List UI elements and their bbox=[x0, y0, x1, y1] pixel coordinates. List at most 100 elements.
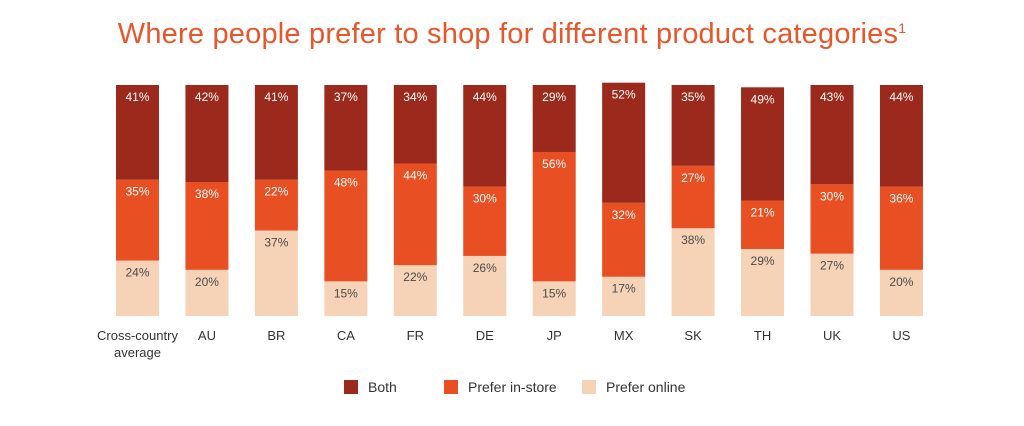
x-tick-label: Cross-country bbox=[97, 328, 178, 343]
data-label: 41% bbox=[264, 90, 288, 104]
data-label: 38% bbox=[681, 233, 705, 247]
data-label: 36% bbox=[889, 192, 913, 206]
stacked-bar-chart: 24% 35% 41% Cross-country average 20% 38% 42% AU… bbox=[97, 82, 923, 360]
bar-segment-both bbox=[532, 85, 576, 152]
x-tick-label: DE bbox=[476, 328, 494, 343]
bar-segment-prefer-in-store bbox=[324, 170, 368, 282]
data-label: 27% bbox=[681, 171, 705, 185]
data-label: 15% bbox=[542, 286, 566, 300]
legend-label: Prefer online bbox=[606, 379, 686, 395]
bar-segment-prefer-in-store bbox=[810, 184, 854, 254]
data-label: 43% bbox=[820, 90, 844, 104]
legend-item: Prefer in-store bbox=[444, 379, 557, 395]
bar-stack: 38% 27% 35% bbox=[671, 85, 715, 316]
chart-title-text: Where people prefer to shop for differen… bbox=[117, 18, 899, 50]
x-tick-label: UK bbox=[823, 328, 841, 343]
bar-segment-prefer-in-store bbox=[879, 186, 923, 270]
data-label: 35% bbox=[681, 90, 705, 104]
data-label: 41% bbox=[125, 90, 149, 104]
data-label: 30% bbox=[473, 192, 497, 206]
bar-segment-prefer-in-store bbox=[741, 200, 785, 250]
bar-segment-prefer-online bbox=[602, 276, 646, 316]
bar-segment-prefer-online bbox=[393, 265, 437, 316]
data-label: 20% bbox=[889, 275, 913, 289]
x-tick-label: TH bbox=[754, 328, 771, 343]
bar-segment-prefer-online bbox=[116, 260, 159, 316]
bar-stack: 26% 30% 44% bbox=[463, 85, 507, 316]
bar-segment-prefer-online bbox=[741, 249, 785, 316]
legend-label: Both bbox=[368, 379, 397, 395]
data-label: 44% bbox=[473, 90, 497, 104]
data-label: 48% bbox=[334, 175, 358, 189]
x-tick-label: BR bbox=[267, 328, 285, 343]
bar-segment-both bbox=[393, 85, 437, 164]
bar-segment-both bbox=[741, 87, 785, 201]
data-label: 30% bbox=[820, 189, 844, 203]
bar-segment-both bbox=[463, 85, 507, 187]
bar-stack: 24% 35% 41% bbox=[116, 85, 159, 316]
bar-stack: 15% 56% 29% bbox=[532, 85, 576, 316]
data-label: 52% bbox=[612, 88, 636, 102]
bar-segment-prefer-in-store bbox=[254, 179, 298, 231]
data-label: 32% bbox=[612, 208, 636, 222]
data-label: 42% bbox=[195, 90, 219, 104]
x-tick-label: SK bbox=[684, 328, 702, 343]
bar-segment-prefer-online bbox=[463, 255, 507, 316]
bar-stack: 37% 22% 41% bbox=[254, 85, 298, 316]
legend-swatch bbox=[444, 380, 458, 394]
data-label: 15% bbox=[334, 286, 358, 300]
bar-segment-both bbox=[254, 85, 298, 180]
bar-segment-both bbox=[602, 82, 646, 203]
bar-stack: 29% 21% 49% bbox=[741, 87, 785, 316]
legend-label: Prefer in-store bbox=[468, 379, 557, 395]
data-label: 26% bbox=[473, 261, 497, 275]
bar-segment-prefer-in-store bbox=[602, 202, 646, 277]
bar-stack: 27% 30% 43% bbox=[810, 85, 854, 316]
data-label: 29% bbox=[751, 254, 775, 268]
bar-segment-prefer-in-store bbox=[532, 151, 576, 282]
bar-segment-prefer-online bbox=[254, 230, 298, 316]
data-label: 17% bbox=[612, 282, 636, 296]
bar-stack: 22% 44% 34% bbox=[393, 85, 437, 316]
data-label: 35% bbox=[125, 185, 149, 199]
bar-segment-prefer-online bbox=[324, 281, 368, 316]
bar-segment-both bbox=[810, 85, 854, 185]
chart-legend: Both Prefer in-store Prefer online bbox=[0, 379, 1024, 399]
x-tick-label: US bbox=[892, 328, 910, 343]
bar-segment-both bbox=[879, 85, 923, 187]
data-label: 34% bbox=[403, 90, 427, 104]
bar-segment-both bbox=[671, 85, 715, 166]
title-footnote-marker: 1 bbox=[898, 20, 907, 36]
bar-segment-prefer-online bbox=[671, 228, 715, 316]
data-label: 24% bbox=[125, 266, 149, 280]
data-label: 22% bbox=[264, 185, 288, 199]
legend-item: Prefer online bbox=[582, 379, 685, 395]
bar-segment-prefer-in-store bbox=[463, 186, 507, 256]
chart-title: Where people prefer to shop for differen… bbox=[0, 18, 1024, 51]
data-label: 56% bbox=[542, 157, 566, 171]
data-label: 37% bbox=[264, 236, 288, 250]
data-label: 38% bbox=[195, 187, 219, 201]
bar-segment-prefer-online bbox=[185, 269, 229, 316]
data-label: 49% bbox=[751, 92, 775, 106]
bar-stack: 15% 48% 37% bbox=[324, 85, 368, 316]
bar-segment-both bbox=[185, 85, 229, 183]
x-tick-label: AU bbox=[198, 328, 216, 343]
x-tick-label: CA bbox=[337, 328, 355, 343]
bar-segment-prefer-in-store bbox=[185, 182, 229, 270]
data-label: 20% bbox=[195, 275, 219, 289]
bar-segment-prefer-in-store bbox=[671, 165, 715, 229]
data-label: 37% bbox=[334, 90, 358, 104]
data-label: 29% bbox=[542, 90, 566, 104]
legend-swatch bbox=[582, 380, 596, 394]
bar-segment-prefer-in-store bbox=[116, 179, 159, 261]
bar-stack: 20% 36% 44% bbox=[879, 85, 923, 316]
bar-stack: 20% 38% 42% bbox=[185, 85, 229, 316]
data-label: 44% bbox=[403, 169, 427, 183]
x-tick-label: MX bbox=[614, 328, 634, 343]
legend-item: Both bbox=[344, 379, 397, 395]
x-tick-label: average bbox=[114, 345, 161, 360]
data-label: 27% bbox=[820, 259, 844, 273]
x-tick-label: FR bbox=[407, 328, 424, 343]
bar-segment-prefer-online bbox=[810, 253, 854, 316]
